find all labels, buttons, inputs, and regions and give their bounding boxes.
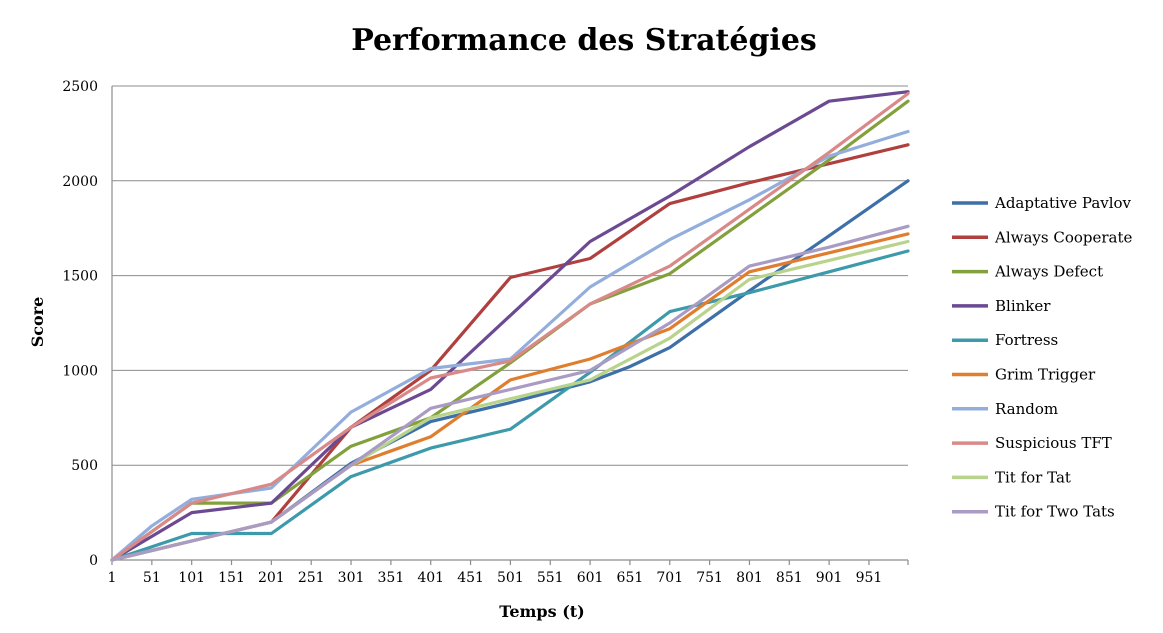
x-tick-label: 101 (178, 570, 205, 586)
legend-item: Adaptative Pavlov (952, 194, 1132, 212)
x-tick-label: 851 (776, 570, 803, 586)
x-tick-label: 951 (856, 570, 883, 586)
legend: Adaptative Pavlov Always Cooperate Always … (952, 194, 1133, 521)
x-tick-label: 551 (537, 570, 564, 586)
series-line-blinker (110, 90, 910, 562)
legend-item: Always Defect (952, 263, 1103, 281)
series-line-fortress (110, 249, 910, 562)
y-tick-label: 2000 (62, 174, 98, 190)
chart-title: Performance des Stratégies (351, 23, 817, 58)
legend-item: Tit for Tat (952, 468, 1071, 486)
legend-label: Always Cooperate (994, 228, 1133, 246)
gridlines (112, 85, 908, 466)
x-tick-label: 901 (816, 570, 843, 586)
y-axis-title: Score (28, 297, 47, 348)
x-tick-label: 1 (108, 570, 117, 586)
legend-label: Grim Trigger (995, 366, 1096, 384)
legend-item: Tit for Two Tats (952, 503, 1115, 521)
legend-label: Adaptative Pavlov (994, 194, 1132, 212)
x-tick-label: 701 (656, 570, 683, 586)
y-tick-label: 2500 (62, 79, 98, 95)
x-tick-label: 351 (378, 570, 405, 586)
legend-label: Always Defect (994, 263, 1103, 281)
series-line-always-defect (110, 99, 910, 562)
legend-item: Suspicious TFT (952, 434, 1112, 452)
series-line-tit-for-tat (110, 239, 910, 562)
x-tick-label: 201 (258, 570, 285, 586)
x-tick-label: 401 (417, 570, 444, 586)
legend-item: Grim Trigger (952, 366, 1096, 384)
x-tick-label: 51 (143, 570, 161, 586)
legend-label: Suspicious TFT (995, 434, 1112, 452)
x-tick-label: 801 (736, 570, 763, 586)
series-line-tit-for-two-tats (110, 224, 910, 562)
series-lines (110, 90, 910, 562)
y-tick-label: 0 (89, 553, 98, 569)
y-tick-label: 500 (71, 458, 98, 474)
y-tick-label: 1000 (62, 363, 98, 379)
x-tick-label: 501 (497, 570, 524, 586)
series-line-always-cooperate (110, 143, 910, 562)
legend-item: Blinker (952, 297, 1051, 315)
legend-label: Fortress (995, 331, 1058, 349)
x-tick-label: 151 (218, 570, 245, 586)
legend-item: Always Cooperate (952, 228, 1133, 246)
legend-item: Fortress (952, 331, 1058, 349)
series-line-random (110, 129, 910, 562)
x-tick-label: 601 (577, 570, 604, 586)
legend-item: Random (952, 400, 1058, 418)
x-tick-label: 751 (696, 570, 723, 586)
legend-label: Tit for Two Tats (995, 503, 1115, 521)
legend-label: Blinker (995, 297, 1051, 315)
y-tick-label: 1500 (62, 269, 98, 285)
x-tick-label: 301 (338, 570, 365, 586)
x-tick-label: 451 (457, 570, 484, 586)
x-axis-title: Temps (t) (499, 602, 584, 621)
x-tick-label: 651 (617, 570, 644, 586)
series-line-suspicious-tft (110, 91, 910, 562)
x-tick-label: 251 (298, 570, 325, 586)
legend-label: Tit for Tat (995, 468, 1071, 486)
legend-label: Random (995, 400, 1058, 418)
